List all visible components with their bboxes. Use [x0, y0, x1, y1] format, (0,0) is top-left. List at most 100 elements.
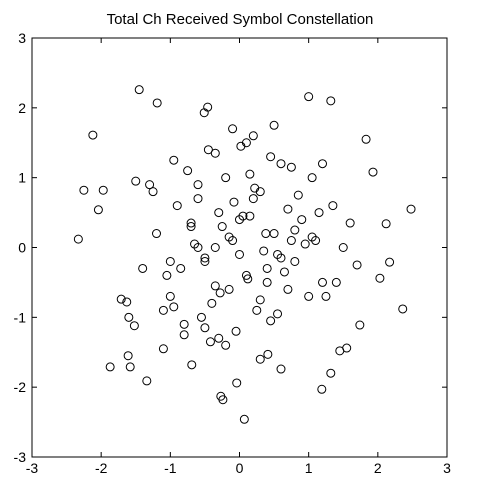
point — [93, 205, 103, 215]
point — [215, 288, 225, 298]
point — [169, 155, 179, 165]
point — [210, 148, 220, 158]
y-tick-label: 3 — [18, 30, 26, 46]
point — [116, 294, 126, 304]
point — [105, 362, 115, 372]
point — [368, 167, 378, 177]
point — [290, 256, 300, 266]
point — [179, 330, 189, 340]
point — [355, 320, 365, 330]
point — [259, 246, 269, 256]
point — [255, 295, 265, 305]
point — [228, 124, 238, 134]
point — [122, 297, 132, 307]
point — [207, 298, 217, 308]
point — [165, 291, 175, 301]
point — [328, 201, 338, 211]
point — [361, 134, 371, 144]
point — [331, 277, 341, 287]
point — [250, 183, 260, 193]
point — [245, 211, 255, 221]
point — [263, 349, 273, 359]
point — [183, 166, 193, 176]
y-tick-label: 0 — [18, 240, 26, 256]
point — [134, 85, 144, 95]
point — [210, 243, 220, 252]
point — [232, 378, 242, 388]
point — [73, 234, 83, 244]
point — [138, 263, 148, 273]
point — [236, 141, 246, 151]
point — [79, 185, 89, 195]
y-tick-label: 1 — [18, 170, 26, 186]
point — [129, 321, 139, 331]
point — [266, 316, 276, 326]
y-tick-label: 2 — [18, 100, 26, 116]
y-tick-label: -3 — [14, 449, 27, 465]
point — [169, 302, 179, 312]
point — [229, 197, 239, 207]
chart-title: Total Ch Received Symbol Constellation — [107, 11, 374, 28]
point — [273, 309, 283, 319]
x-tick-label: -2 — [95, 460, 108, 476]
point — [210, 281, 220, 291]
point — [193, 194, 203, 204]
point — [158, 305, 168, 315]
point — [200, 253, 210, 263]
point — [307, 173, 317, 183]
point — [326, 368, 336, 378]
point — [300, 239, 310, 249]
point — [248, 131, 258, 141]
point — [193, 180, 203, 190]
point — [269, 120, 279, 130]
point — [248, 194, 258, 204]
point — [224, 232, 234, 242]
point — [142, 376, 152, 386]
point — [243, 274, 253, 284]
point — [293, 190, 303, 200]
point — [307, 232, 317, 242]
point — [196, 312, 206, 322]
point — [338, 243, 348, 252]
point — [321, 291, 331, 301]
point — [279, 267, 289, 277]
point — [326, 96, 336, 106]
point — [221, 340, 231, 350]
point — [317, 384, 327, 394]
point — [200, 256, 210, 266]
x-tick-label: 1 — [305, 460, 313, 476]
point — [276, 159, 286, 169]
point — [125, 362, 135, 372]
point — [98, 185, 108, 195]
x-tick-label: 2 — [374, 460, 382, 476]
point — [148, 187, 158, 197]
point — [187, 360, 197, 370]
point — [381, 219, 391, 229]
point — [239, 414, 249, 424]
point — [217, 222, 227, 232]
point — [158, 344, 168, 354]
point — [262, 277, 272, 287]
point — [345, 218, 355, 228]
point — [218, 395, 228, 405]
point — [221, 173, 231, 183]
point — [375, 273, 385, 283]
point — [205, 337, 215, 347]
point — [283, 284, 293, 294]
x-tick-label: -3 — [26, 460, 39, 476]
x-tick-label: 0 — [236, 460, 244, 476]
point — [214, 208, 224, 218]
point — [314, 208, 324, 218]
point — [262, 263, 272, 273]
point — [335, 346, 345, 356]
point — [385, 257, 395, 267]
y-tick-label: -1 — [14, 309, 27, 325]
point — [165, 256, 175, 266]
point — [406, 204, 416, 214]
point — [304, 291, 314, 301]
point — [152, 98, 162, 108]
point — [235, 249, 244, 259]
point — [276, 364, 286, 374]
point — [318, 159, 327, 169]
point — [290, 225, 300, 235]
